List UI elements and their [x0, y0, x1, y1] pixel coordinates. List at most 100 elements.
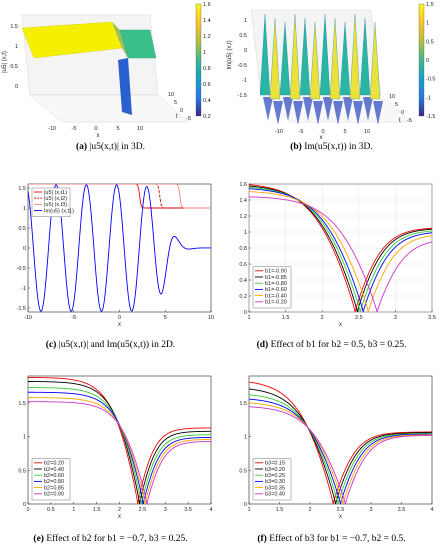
series-line-0 [249, 381, 432, 504]
caption-a: (a) |u5(x,t)| in 3D. [0, 142, 221, 152]
series-line-5 [249, 196, 432, 312]
x-tick-label-4: 2 [118, 507, 121, 513]
b-z-label: Im(u5) (x,t) [227, 40, 233, 69]
y-tick-label-2: 0.4 [239, 278, 247, 284]
b-z-tick-5: -1.5 [238, 93, 247, 99]
a-t-label: t [176, 114, 178, 120]
b-t-tick-2: 0 [401, 110, 404, 116]
a-t-tick-1: 5 [174, 100, 177, 106]
a-x-tick-4: 10 [137, 126, 143, 132]
a-z-tick-1: 1 [15, 44, 18, 50]
caption-b: (b) Im(u5(x,t)) in 3D. [221, 142, 442, 152]
b-ridge-8 [339, 21, 351, 96]
x-tick-label-2: 2 [321, 315, 324, 321]
y-tick-label-7: 1.4 [239, 198, 247, 204]
b-ridge-5 [309, 21, 321, 100]
a-z-tick-3: 0 [15, 84, 18, 90]
b-t-tick-1: 5 [395, 102, 398, 108]
b-trough-2 [283, 97, 293, 121]
b-trough-8 [343, 97, 353, 121]
x-axis-label: x [339, 322, 342, 328]
b-x-tick-0: -10 [275, 129, 283, 135]
y-tick-label-5: 1 [244, 230, 247, 236]
b-colorbar-tick-1: 1 [426, 21, 429, 27]
x-tick-label-3: 5 [164, 315, 167, 321]
x-tick-label-4: 10 [208, 315, 214, 321]
legend-label-2: b3=0.25 [265, 473, 285, 479]
b-trough-3 [293, 101, 303, 125]
series-line-0 [28, 184, 211, 209]
b-trough-0 [263, 97, 273, 121]
a-colorbar-tick-5: 0.6 [203, 82, 211, 88]
x-axis-label: x [118, 322, 121, 328]
a-x-tick-3: 5 [116, 126, 119, 132]
legend-label-4: b2=0.85 [44, 485, 64, 491]
chart-f-svg: 1 1.5 2 2.5 3 3.5 400.511.5xb3=0.15b3=0.20b3=0… [239, 375, 434, 520]
b-colorbar-tick-6: -1.5 [426, 114, 435, 120]
panel-d-chart: 1 1.5 2 2.5 3 3.5 0 0.2 0.4 0.6 0.8 1 1.2 1.4 1.6 x b1=-… [221, 178, 442, 333]
caption-f-tag: (f) [257, 534, 267, 544]
b-ridge-9 [349, 13, 361, 100]
x-tick-label-3: 1.5 [93, 507, 101, 513]
b-z-tick-0: 1 [244, 18, 247, 24]
y-tick-label-0: 0 [23, 502, 26, 508]
series-group [249, 381, 432, 504]
x-axis-label: x [339, 514, 342, 520]
b-ridge-1 [269, 17, 281, 100]
caption-c-text: |u5(x,t)| and Im(u5(x,t)) in 2D. [58, 340, 176, 350]
x-tick-label-0: 1 [247, 315, 250, 321]
b-x-tick-2: 0 [321, 129, 324, 135]
chart-c-svg: -10 -5 0 5 101.510.50-0.5-1-1.5x|u5| (x,t1)|… [17, 183, 214, 328]
legend-label-3: b1=-0.60 [265, 287, 287, 293]
x-axis-label: x [118, 514, 121, 520]
caption-f-text: Effect of b3 for b1 = −0.7, b2 = 0.5. [269, 534, 406, 544]
legend-label-2: |u5| (x,t3) [44, 202, 67, 208]
b-x-tick-3: 5 [343, 129, 346, 135]
x-tick-label-5: 3.5 [428, 315, 436, 321]
y-tick-label-3: 0.6 [239, 262, 247, 268]
y-tick-label-0: 1.5 [18, 186, 26, 192]
legend-label-3: Im(u5) (x,t1) [44, 208, 74, 214]
y-tick-label-5: -1 [21, 286, 26, 292]
b-trough-1 [273, 101, 283, 125]
x-tick-label-2: 0 [118, 315, 121, 321]
b-ridge-7 [329, 17, 341, 100]
y-tick-label-1: 1 [23, 206, 26, 212]
y-tick-label-3: 1.5 [239, 401, 247, 407]
series-line-1 [249, 185, 432, 312]
series-line-2 [28, 184, 211, 209]
b-colorbar-tick-4: -0.5 [426, 77, 435, 83]
b-trough-7 [333, 101, 343, 125]
a-colorbar-tick-0: 1.6 [203, 2, 211, 8]
caption-a-text: |u5(x,t)| in 3D. [89, 142, 145, 152]
legend-label-5: b2=0.90 [44, 492, 64, 498]
y-tick-label-4: -0.5 [17, 266, 26, 272]
a-plateau-low [119, 29, 157, 59]
b-colorbar [418, 3, 425, 117]
x-tick-label-6: 3 [164, 507, 167, 513]
a-colorbar-tick-3: 1 [203, 50, 206, 56]
b-x-tick-4: 10 [364, 129, 370, 135]
b-trough-5 [313, 101, 323, 125]
a-t-tick-3: -5 [186, 116, 191, 122]
b-t-tick-3: -5 [407, 118, 412, 124]
b-t-label: t [399, 118, 401, 124]
legend-label-1: b1=-0.85 [265, 275, 287, 281]
b-ridge-11 [369, 21, 381, 100]
b-z-tick-1: 0.5 [239, 33, 247, 39]
legend-label-0: b3=0.15 [265, 461, 285, 467]
legend-box [31, 458, 71, 501]
legend-label-3: b2=0.80 [44, 479, 64, 485]
series-line-0 [28, 376, 211, 504]
b-ridge-2 [279, 21, 291, 96]
caption-c-tag: (c) [45, 340, 57, 350]
x-tick-label-3: 2.5 [337, 507, 345, 513]
b-ridge-0 [259, 13, 271, 96]
y-tick-label-1: 0.5 [239, 468, 247, 474]
caption-e-text: Effect of b2 for b1 = −0.7, b3 = 0.25. [46, 534, 188, 544]
a-x-tick-0: -10 [48, 126, 56, 132]
b-t-tick-0: 10 [389, 94, 395, 100]
legend-label-5: b1=-0.20 [265, 300, 287, 306]
